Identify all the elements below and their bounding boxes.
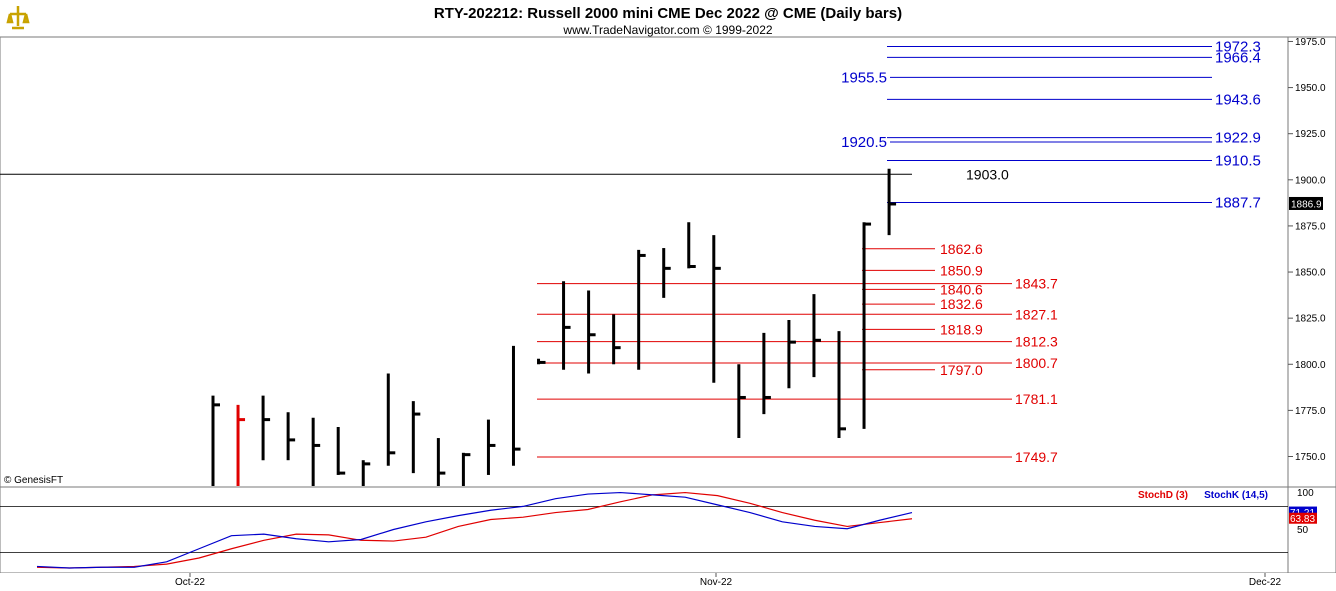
price-axis-panel — [1287, 36, 1336, 488]
y-tick-label: 1825.0 — [1295, 314, 1326, 325]
y-tick-label: 1900.0 — [1295, 175, 1326, 186]
level-label: 1943.6 — [1215, 91, 1261, 108]
y-tick-label: 1750.0 — [1295, 452, 1326, 463]
level-label: 1749.7 — [1015, 449, 1058, 465]
stoch-y-tick-label: 50 — [1297, 525, 1309, 536]
level-label: 1922.9 — [1215, 130, 1261, 147]
level-label: 1818.9 — [940, 321, 983, 337]
level-label: 1800.7 — [1015, 355, 1058, 371]
y-tick-label: 1875.0 — [1295, 221, 1326, 232]
level-label: 1781.1 — [1015, 391, 1058, 407]
level-label: 1955.5 — [841, 69, 887, 86]
level-label: 1797.0 — [940, 362, 983, 378]
x-axis-panel — [0, 573, 1336, 591]
stoch-d-value: 63.83 — [1290, 514, 1315, 525]
level-label: 1972.3 — [1215, 38, 1261, 55]
y-tick-label: 1800.0 — [1295, 360, 1326, 371]
logo-icon — [3, 4, 33, 32]
price-panel — [0, 36, 1289, 488]
y-tick-label: 1850.0 — [1295, 268, 1326, 279]
stoch-k-line — [36, 491, 913, 569]
chart-title: RTY-202212: Russell 2000 mini CME Dec 20… — [434, 5, 902, 22]
level-label: 1827.1 — [1015, 306, 1058, 322]
y-tick-label: 1775.0 — [1295, 406, 1326, 417]
level-label: 1812.3 — [1015, 334, 1058, 350]
y-tick-label: 1950.0 — [1295, 83, 1326, 94]
level-label: 1966.4 — [1215, 49, 1261, 66]
stoch-d-line — [36, 491, 913, 569]
level-label: 1887.7 — [1215, 194, 1261, 211]
stoch-y-tick-label: 100 — [1297, 488, 1314, 499]
stoch-axis-panel — [1287, 486, 1336, 574]
legend-stoch-k: StochK (14,5) — [1204, 490, 1268, 501]
legend-stoch-d: StochD (3) — [1138, 490, 1188, 501]
stoch-d-value-box — [1289, 512, 1317, 524]
watermark: © GenesisFT — [4, 475, 63, 486]
last-price-box — [1289, 196, 1323, 210]
level-label: 1843.7 — [1015, 276, 1058, 292]
x-tick-label: Dec-22 — [1249, 577, 1282, 588]
level-label: 1862.6 — [940, 241, 983, 257]
level-label: 1910.5 — [1215, 152, 1261, 169]
level-label: 1832.6 — [940, 296, 983, 312]
level-label: 1850.9 — [940, 262, 983, 278]
stoch-panel — [0, 486, 1289, 574]
x-tick-label: Oct-22 — [175, 577, 205, 588]
y-tick-label: 1925.0 — [1295, 129, 1326, 140]
level-label: 1840.6 — [940, 281, 983, 297]
level-label: 1920.5 — [841, 134, 887, 151]
y-tick-label: 1975.0 — [1295, 37, 1326, 48]
last-price-label: 1886.9 — [1291, 199, 1322, 210]
level-label: 1903.0 — [966, 166, 1009, 182]
stoch-k-value-box — [1289, 506, 1317, 518]
chart-subtitle: www.TradeNavigator.com © 1999-2022 — [562, 23, 772, 37]
x-tick-label: Nov-22 — [700, 577, 733, 588]
